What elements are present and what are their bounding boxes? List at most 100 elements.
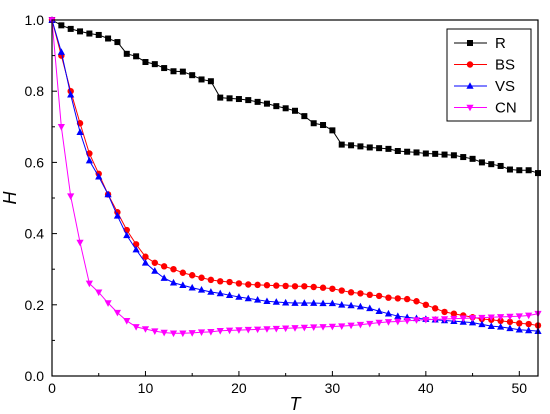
data-point-r — [460, 154, 467, 161]
data-point-cn — [216, 327, 224, 335]
data-point-bs — [497, 317, 504, 325]
data-point-r — [413, 149, 420, 156]
data-point-bs — [142, 253, 149, 260]
x-tick-label: 50 — [512, 380, 528, 396]
data-point-r — [310, 120, 317, 127]
data-point-vs — [244, 294, 252, 302]
data-point-vs — [515, 325, 523, 333]
data-point-cn — [394, 318, 402, 326]
data-point-r — [58, 22, 65, 29]
data-point-r — [189, 72, 196, 79]
data-point-vs — [310, 299, 318, 306]
data-point-cn — [366, 320, 374, 328]
legend-marker-cn — [466, 104, 474, 112]
data-point-vs — [95, 172, 103, 180]
data-point-r — [357, 143, 364, 150]
data-point-vs — [85, 156, 93, 164]
data-point-bs — [245, 281, 252, 288]
y-tick-label: 1.0 — [25, 12, 45, 28]
data-point-vs — [291, 299, 299, 306]
axis-ticks: 0 10 20 30 40 50 0.0 0.2 0.4 0.6 0.8 1.0 — [25, 12, 528, 396]
data-point-cn — [254, 326, 262, 334]
data-point-cn — [104, 300, 112, 307]
data-point-r — [422, 150, 429, 157]
data-point-bs — [188, 272, 196, 279]
data-point-bs — [179, 269, 187, 276]
data-point-vs — [104, 190, 112, 198]
data-point-r — [432, 150, 439, 157]
x-axis-title: T — [290, 394, 303, 414]
data-point-r — [469, 155, 476, 162]
series-cn — [48, 17, 542, 338]
data-point-bs — [226, 278, 233, 286]
y-tick-label: 0.4 — [25, 226, 45, 242]
data-point-r — [348, 142, 355, 149]
data-point-vs — [151, 267, 159, 274]
data-point-vs — [197, 286, 206, 293]
data-point-r — [86, 30, 93, 37]
x-tick-label: 30 — [325, 380, 341, 396]
data-point-cn — [310, 324, 318, 332]
data-point-bs — [319, 284, 327, 291]
data-point-bs — [403, 295, 411, 303]
data-point-vs — [132, 245, 140, 253]
data-point-r — [95, 31, 102, 38]
data-point-bs — [422, 301, 430, 308]
data-point-vs — [366, 304, 374, 312]
data-point-bs — [394, 295, 402, 302]
data-point-cn — [403, 318, 411, 325]
data-point-cn — [431, 316, 439, 324]
data-point-vs — [328, 299, 336, 307]
data-point-cn — [515, 313, 523, 320]
data-point-cn — [263, 326, 271, 333]
data-point-vs — [282, 298, 290, 306]
data-point-r — [329, 127, 336, 134]
y-tick-label: 0.6 — [25, 154, 45, 170]
data-point-cn — [132, 324, 140, 331]
data-point-vs — [160, 274, 168, 281]
data-point-bs — [301, 283, 308, 290]
data-point-vs — [207, 288, 215, 295]
data-point-r — [506, 166, 513, 173]
data-point-cn — [506, 313, 514, 321]
data-point-cn — [478, 314, 486, 322]
data-point-r — [179, 68, 186, 75]
data-point-r — [217, 94, 224, 101]
data-point-bs — [263, 282, 271, 289]
data-point-cn — [188, 330, 196, 337]
data-point-vs — [338, 301, 346, 308]
data-point-vs — [169, 278, 178, 286]
data-point-cn — [300, 324, 308, 332]
data-point-bs — [441, 308, 448, 316]
data-point-r — [282, 105, 289, 112]
data-point-bs — [254, 281, 261, 289]
data-point-cn — [197, 329, 206, 337]
y-tick-label: 0.8 — [25, 83, 45, 99]
data-point-cn — [525, 312, 533, 320]
data-point-r — [77, 28, 84, 35]
data-point-cn — [207, 329, 215, 336]
y-tick-label: 0.0 — [25, 368, 45, 384]
data-point-cn — [141, 326, 150, 333]
x-tick-label: 10 — [138, 380, 154, 396]
data-point-cn — [356, 321, 365, 329]
data-point-r — [235, 96, 242, 103]
data-point-r — [161, 65, 168, 72]
legend-label-vs: VS — [495, 78, 515, 95]
data-point-cn — [151, 328, 159, 335]
data-point-vs — [384, 309, 393, 317]
series-r — [49, 17, 541, 177]
data-point-bs — [151, 259, 159, 266]
legend-marker-bs — [466, 61, 474, 68]
data-point-cn — [123, 318, 131, 325]
data-point-r — [226, 95, 233, 102]
data-point-cn — [235, 327, 243, 334]
data-point-bs — [217, 278, 224, 285]
legend: R BS VS CN — [446, 28, 532, 122]
data-point-vs — [57, 48, 65, 55]
data-point-vs — [254, 296, 262, 303]
data-point-r — [142, 59, 149, 66]
data-point-bs — [198, 274, 205, 281]
data-point-vs — [356, 302, 365, 310]
data-point-r — [450, 152, 457, 159]
